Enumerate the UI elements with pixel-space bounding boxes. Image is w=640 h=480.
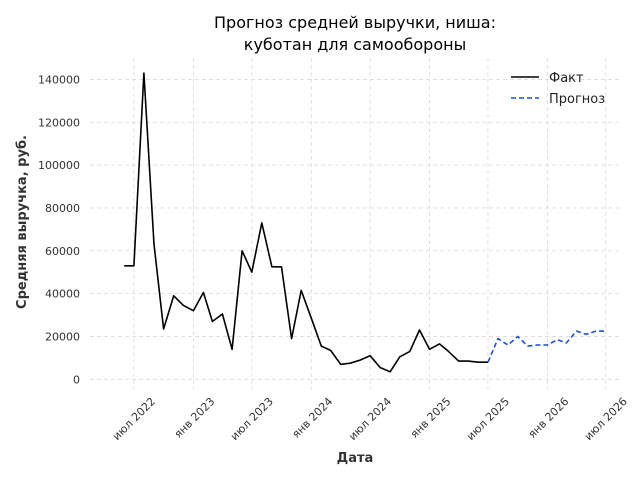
y-tick-label: 20000 xyxy=(45,330,80,343)
x-tick-label: июл 2022 xyxy=(110,395,158,443)
y-tick-label: 140000 xyxy=(38,73,80,86)
x-axis-label: Дата xyxy=(337,451,374,466)
x-tick-label: июл 2024 xyxy=(346,395,394,443)
chart-title-line-2: куботан для самообороны xyxy=(244,35,466,54)
y-tick-label: 100000 xyxy=(38,159,80,172)
x-tick-label: янв 2025 xyxy=(408,395,454,441)
x-tick-label: июл 2025 xyxy=(464,395,512,443)
y-axis-ticks: 0 20000 40000 60000 80000 100000 120000 140000 xyxy=(38,73,80,386)
y-tick-label: 0 xyxy=(73,373,80,386)
grid xyxy=(90,58,622,390)
chart-title-line-1: Прогноз средней выручки, ниша: xyxy=(214,13,496,32)
series-line-fact xyxy=(124,72,488,373)
series xyxy=(124,72,606,373)
series-line-forecast xyxy=(487,330,606,363)
x-axis-ticks: июл 2022 янв 2023 июл 2023 янв 2024 июл 2024… xyxy=(110,395,630,443)
y-axis-label: Средняя выручка, руб. xyxy=(15,135,30,309)
x-tick-label: июл 2023 xyxy=(228,395,276,443)
legend-label-fact: Факт xyxy=(549,71,584,86)
y-tick-label: 80000 xyxy=(45,202,80,215)
legend-label-forecast: Прогноз xyxy=(549,92,605,107)
x-tick-label: янв 2023 xyxy=(172,395,218,441)
x-tick-label: янв 2026 xyxy=(526,395,572,441)
y-tick-label: 120000 xyxy=(38,116,80,129)
y-tick-label: 60000 xyxy=(45,245,80,258)
x-tick-label: июл 2026 xyxy=(582,395,630,443)
y-tick-label: 40000 xyxy=(45,288,80,301)
x-tick-label: янв 2024 xyxy=(290,395,336,441)
legend: Факт Прогноз xyxy=(511,71,605,107)
